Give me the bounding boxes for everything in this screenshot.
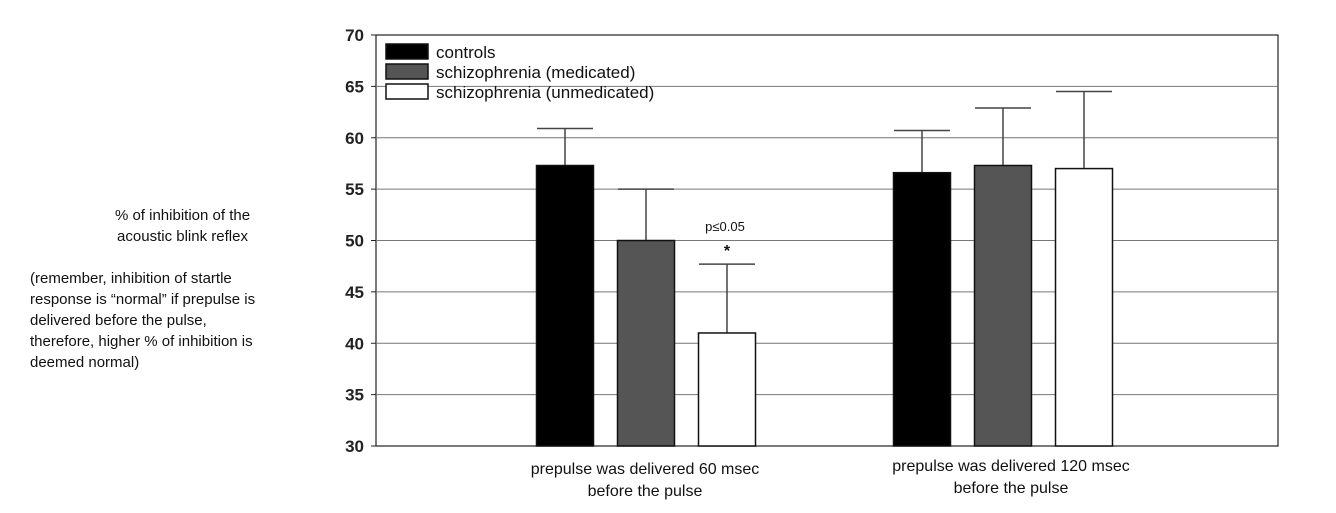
y-tick-label: 35: [345, 386, 364, 405]
y-axis-note: (remember, inhibition of startle respons…: [30, 270, 256, 371]
legend-swatch: [385, 83, 429, 100]
bar-schizophrenia-medicated: [616, 239, 676, 447]
y-axis-label-block: % of inhibition of the acoustic blink re…: [30, 205, 335, 373]
y-tick-label: 55: [345, 180, 364, 199]
x-category-label: prepulse was delivered 60 msec before the…: [531, 461, 760, 500]
y-axis-label: % of inhibition of the acoustic blink re…: [114, 207, 251, 245]
y-tick-label: 65: [345, 77, 364, 96]
bar-controls: [535, 164, 595, 447]
y-tick-label: 70: [345, 26, 364, 45]
y-tick-label: 60: [345, 129, 364, 148]
bar-schizophrenia-medicated: [973, 164, 1033, 447]
legend-label: schizophrenia (unmedicated): [436, 83, 654, 102]
x-category-label: prepulse was delivered 120 msec before th…: [892, 458, 1129, 497]
y-tick-label: 50: [345, 232, 364, 251]
legend-label: controls: [436, 43, 496, 62]
legend-swatch: [385, 63, 429, 80]
y-tick-label: 45: [345, 283, 364, 302]
p-value-annotation: p≤0.05: [705, 219, 745, 234]
y-tick-label: 30: [345, 437, 364, 456]
y-tick-label: 40: [345, 334, 364, 353]
significance-star: *: [724, 243, 731, 260]
legend-swatch: [385, 43, 429, 60]
bar-schizophrenia-unmedicated: [697, 332, 757, 447]
legend-label: schizophrenia (medicated): [436, 63, 635, 82]
bar-controls: [892, 171, 952, 447]
bar-schizophrenia-unmedicated: [1054, 167, 1114, 447]
